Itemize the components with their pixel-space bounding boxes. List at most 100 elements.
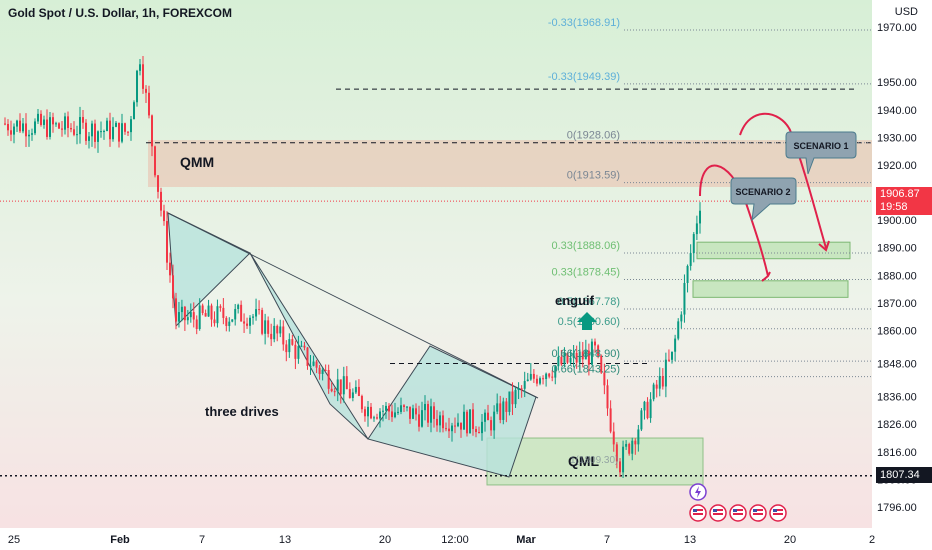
candle-body bbox=[157, 175, 159, 192]
candle-body bbox=[85, 122, 87, 141]
candle-body bbox=[136, 70, 138, 103]
candle-body bbox=[600, 355, 603, 373]
x-tick-label: Feb bbox=[110, 534, 130, 546]
x-tick-label: 7 bbox=[199, 534, 205, 546]
candle-body bbox=[25, 123, 27, 137]
candle-body bbox=[130, 119, 132, 133]
marker-price-badge: 1807.34 bbox=[876, 467, 932, 483]
fib-label-5: 0.33(1878.45) bbox=[552, 267, 621, 279]
candle-body bbox=[31, 133, 33, 135]
candle-body bbox=[487, 412, 489, 421]
candle-body bbox=[225, 317, 228, 326]
candle-body bbox=[376, 417, 378, 419]
us-flag-stripe bbox=[693, 513, 703, 515]
candle-body bbox=[231, 319, 234, 322]
candle-body bbox=[671, 351, 673, 360]
candle-body bbox=[169, 262, 171, 276]
candle-body bbox=[330, 388, 333, 392]
y-tick-label: 1880.00 bbox=[877, 270, 917, 282]
candle-body bbox=[581, 351, 584, 360]
candle-body bbox=[321, 369, 324, 374]
x-axis-panel bbox=[0, 528, 932, 550]
lightning-glyph bbox=[695, 486, 701, 498]
candle-body bbox=[542, 378, 545, 380]
candle-body bbox=[318, 367, 321, 374]
candle-body bbox=[625, 443, 628, 447]
candle-body bbox=[680, 314, 683, 322]
candle-body bbox=[505, 401, 508, 412]
candle-body bbox=[261, 310, 264, 334]
candle-body bbox=[658, 376, 661, 389]
candle-body bbox=[373, 417, 375, 419]
candle-body bbox=[172, 275, 174, 299]
candle-body bbox=[40, 113, 42, 125]
candle-body bbox=[258, 309, 261, 311]
candle-body bbox=[391, 411, 393, 418]
candle-body bbox=[327, 370, 330, 389]
candle-body bbox=[94, 123, 96, 142]
us-flag-stripe bbox=[733, 509, 743, 511]
candle-body bbox=[661, 376, 664, 387]
candle-body bbox=[166, 221, 168, 263]
candle-body bbox=[345, 376, 348, 390]
candle-body bbox=[219, 306, 222, 308]
candle-body bbox=[160, 191, 162, 211]
candle-body bbox=[554, 366, 557, 378]
candle-body bbox=[652, 384, 655, 400]
candle-body bbox=[612, 431, 615, 445]
candle-body bbox=[204, 313, 207, 317]
candle-body bbox=[222, 307, 225, 318]
candle-body bbox=[514, 390, 517, 405]
candle-body bbox=[575, 352, 578, 363]
candle-body bbox=[646, 401, 649, 419]
x-tick-label: 25 bbox=[8, 534, 20, 546]
candle-body bbox=[49, 117, 51, 137]
candle-body bbox=[52, 117, 54, 125]
candle-body bbox=[201, 305, 204, 314]
candle-body bbox=[183, 306, 186, 321]
candle-body bbox=[255, 309, 258, 317]
candle-body bbox=[243, 321, 246, 324]
candle-body bbox=[563, 353, 566, 365]
candle-body bbox=[699, 210, 701, 224]
candle-body bbox=[457, 422, 459, 427]
candle-body bbox=[523, 381, 526, 389]
candle-body bbox=[270, 333, 273, 340]
us-flag-stripe bbox=[753, 509, 763, 511]
candle-body bbox=[597, 345, 600, 356]
fib-label-1: -0.33(1949.39) bbox=[548, 71, 620, 83]
qml-fib-label: 1(1809.30) bbox=[570, 455, 618, 466]
candle-body bbox=[207, 305, 210, 317]
candle-body bbox=[13, 126, 15, 135]
candle-body bbox=[532, 373, 535, 379]
candle-body bbox=[529, 373, 532, 380]
candle-body bbox=[234, 309, 237, 320]
fib-label-3: 0(1913.59) bbox=[567, 170, 620, 182]
candle-body bbox=[421, 410, 423, 427]
candle-body bbox=[545, 373, 548, 380]
y-tick-label: 1970.00 bbox=[877, 22, 917, 34]
candle-body bbox=[46, 119, 48, 137]
candle-body bbox=[100, 131, 102, 133]
candle-body bbox=[76, 134, 78, 136]
candle-body bbox=[463, 411, 465, 430]
candle-body bbox=[517, 388, 520, 391]
last-price-badge: 1906.87 19:58 bbox=[876, 187, 932, 215]
y-tick-label: 1796.00 bbox=[877, 502, 917, 514]
candle-body bbox=[297, 346, 300, 359]
candle-body bbox=[572, 352, 575, 358]
candle-body bbox=[548, 373, 551, 377]
candle-body bbox=[436, 418, 438, 426]
qml-label: QML bbox=[568, 453, 600, 469]
candle-body bbox=[133, 102, 135, 120]
us-flag-stripe bbox=[713, 513, 723, 515]
candle-body bbox=[121, 123, 123, 142]
x-tick-label: 7 bbox=[604, 534, 610, 546]
last-price-value: 1906.87 bbox=[880, 188, 920, 200]
candle-body bbox=[279, 326, 282, 334]
candle-body bbox=[475, 428, 477, 433]
candle-body bbox=[127, 131, 129, 133]
candle-body bbox=[478, 432, 480, 434]
currency-label: USD bbox=[894, 6, 918, 18]
